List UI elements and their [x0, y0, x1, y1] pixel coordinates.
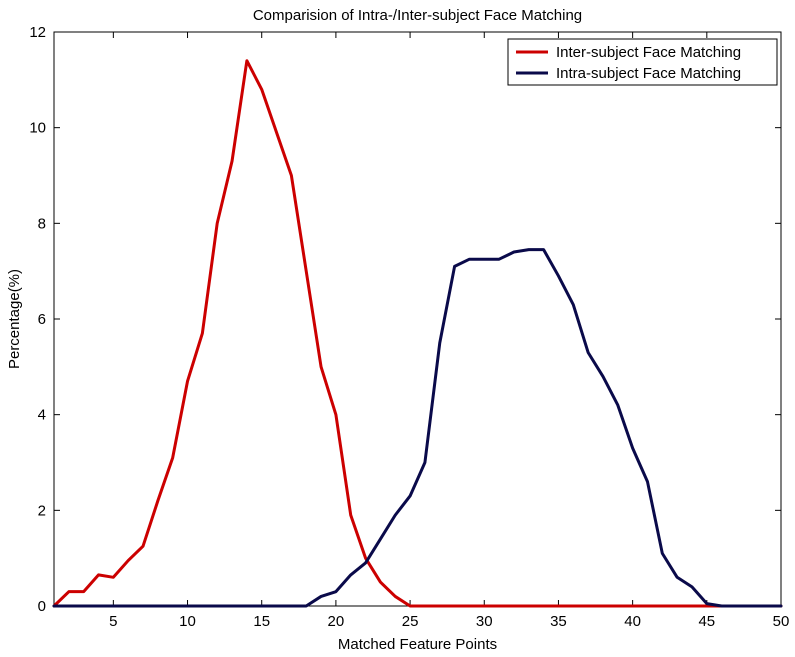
x-tick-label: 45	[698, 613, 715, 630]
x-tick-label: 25	[402, 613, 419, 630]
legend-entry-inter-subject: Inter-subject Face Matching	[556, 44, 741, 61]
series-lines	[52, 59, 783, 608]
x-tick-label: 15	[253, 613, 270, 630]
y-tick-label: 2	[38, 502, 46, 519]
x-tick-label: 10	[179, 613, 196, 630]
series-line-inter-subject	[52, 59, 783, 608]
x-tick-label: 30	[476, 613, 493, 630]
x-tick-label: 35	[550, 613, 567, 630]
axis-ticks: 5 10 15 20 25 30 35 40 45 50 0 2 4 6 8 10 12	[29, 24, 789, 630]
x-axis-label: Matched Feature Points	[338, 636, 497, 653]
legend-entry-intra-subject: Intra-subject Face Matching	[556, 65, 741, 82]
x-tick-label: 5	[109, 613, 117, 630]
x-tick-label: 40	[624, 613, 641, 630]
y-tick-label: 8	[38, 215, 46, 232]
legend: Inter-subject Face Matching Intra-subjec…	[507, 38, 778, 86]
legend-box	[507, 38, 778, 86]
y-tick-label: 10	[29, 120, 46, 137]
y-tick-label: 6	[38, 311, 46, 328]
series-line-intra-subject	[52, 248, 783, 608]
x-tick-label: 50	[773, 613, 790, 630]
chart-title: Comparision of Intra-/Inter-subject Face…	[253, 7, 582, 24]
y-tick-label: 0	[38, 598, 46, 615]
x-tick-label: 20	[328, 613, 345, 630]
y-tick-label: 4	[38, 407, 46, 424]
y-axis-label: Percentage(%)	[6, 269, 23, 369]
y-tick-label: 12	[29, 24, 46, 41]
